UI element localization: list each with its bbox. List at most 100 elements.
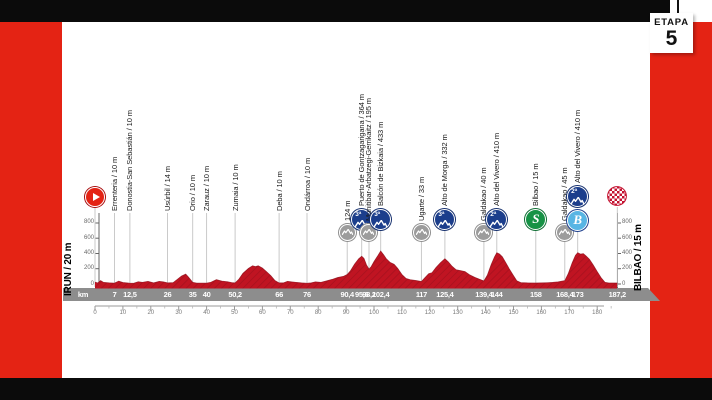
waypoint-label: Balcón de Bizkaia / 433 m bbox=[376, 121, 386, 206]
ruler-tick-label: 100 bbox=[368, 310, 379, 316]
ruler-tick-label: 20 bbox=[147, 310, 155, 316]
finish-location-label: BILBAO / 15 m bbox=[633, 224, 644, 291]
ruler-tick-label: 110 bbox=[397, 310, 407, 316]
elevation-tick-label-left: 0 bbox=[90, 280, 94, 287]
km-band-value: 187,2 bbox=[608, 290, 627, 299]
mountain-zigzag-icon bbox=[363, 229, 375, 235]
waypoint-label: Orio / 10 m bbox=[188, 175, 198, 211]
km-band-value: 139,4 bbox=[475, 290, 493, 299]
km-band-value: 76 bbox=[303, 290, 311, 299]
unclassified-climb-icon bbox=[338, 223, 356, 241]
km-band-unit: km bbox=[77, 290, 89, 299]
elevation-tick-label-left: 800 bbox=[83, 219, 94, 226]
km-band-value: 102,4 bbox=[372, 290, 390, 299]
ruler-tick-label: 170 bbox=[564, 310, 575, 316]
km-band-value: 95,6 bbox=[355, 290, 369, 299]
waypoint-label: Alto del Vivero / 410 m bbox=[573, 109, 583, 183]
elevation-tick-label-right: 400 bbox=[622, 249, 633, 256]
ruler-tick-label: 160 bbox=[536, 310, 547, 316]
mountain-zigzag-icon bbox=[341, 229, 353, 235]
elevation-tick-label-left: 200 bbox=[83, 265, 94, 272]
ruler-tick-label: 90 bbox=[342, 310, 350, 316]
ruler-tick-label: 80 bbox=[314, 310, 322, 316]
climb-category-label: 3ª bbox=[438, 210, 445, 218]
ruler-tick-label: 10 bbox=[119, 310, 127, 316]
waypoint-label: Bilbao / 15 m bbox=[531, 163, 541, 206]
ruler-tick-label: 140 bbox=[480, 310, 491, 316]
waypoint-label: Munitibar-Arbatzegi-Gerrikaitz / 195 m bbox=[364, 98, 374, 221]
ruler-tick-label: 0 bbox=[93, 310, 97, 316]
climb-category-label: 2ª bbox=[571, 187, 578, 195]
right-red-stripe bbox=[650, 22, 712, 378]
km-band-value: 50,2 bbox=[228, 290, 242, 299]
mountain-zigzag-icon bbox=[478, 229, 490, 235]
bonus-seconds-icon: B bbox=[567, 209, 589, 231]
km-band-value: 40 bbox=[202, 290, 211, 299]
elevation-tick-label-right: 600 bbox=[622, 234, 633, 241]
bonus-letter: B bbox=[573, 212, 582, 227]
km-ruler bbox=[94, 305, 612, 311]
elevation-profile-edge bbox=[94, 250, 618, 284]
km-band-value: 173 bbox=[571, 290, 584, 299]
waypoint-label: Zarauz / 10 m bbox=[202, 166, 212, 211]
waypoint-label: Ugarte / 33 m bbox=[416, 176, 426, 221]
mountain-zigzag-icon bbox=[571, 196, 585, 204]
climb-category-label: 2ª bbox=[490, 210, 497, 218]
sprint-icon: S bbox=[525, 208, 547, 230]
elevation-tick-label-right: 800 bbox=[622, 219, 633, 226]
etapa-label: ETAPA bbox=[654, 17, 689, 28]
km-band-value: 12,5 bbox=[123, 290, 137, 299]
km-band bbox=[63, 288, 660, 301]
finish-icon bbox=[607, 186, 628, 206]
ruler-tick-label: 120 bbox=[424, 310, 435, 316]
mountain-zigzag-icon bbox=[490, 219, 504, 227]
start-location-label: IRUN / 20 m bbox=[63, 242, 74, 296]
ruler-tick-label: 60 bbox=[259, 310, 266, 316]
etapa-box-stem bbox=[677, 0, 679, 14]
ruler-tick-label: 30 bbox=[175, 310, 183, 316]
climb-category-label: 3ª bbox=[374, 210, 381, 218]
mountain-zigzag-icon bbox=[438, 219, 452, 227]
km-band-value: 144 bbox=[490, 290, 503, 299]
km-band-value: 26 bbox=[163, 290, 172, 299]
elevation-tick-label-right: 0 bbox=[622, 280, 626, 287]
ruler-tick-label: 70 bbox=[286, 310, 294, 316]
checkered-flag-icon bbox=[607, 186, 628, 206]
ruler-tick-label: 150 bbox=[508, 310, 519, 316]
waypoint-label: Ondárroa / 10 m bbox=[302, 157, 312, 211]
elevation-profile bbox=[95, 251, 618, 289]
mountain-zigzag-icon bbox=[415, 229, 427, 235]
etapa-number: 5 bbox=[665, 27, 678, 50]
elevation-tick-label-right: 200 bbox=[622, 265, 633, 272]
category-climb-icon-cat2: 2ª bbox=[486, 208, 508, 230]
elevation-tick-label-left: 600 bbox=[83, 234, 94, 241]
km-band-value: 125,4 bbox=[436, 290, 454, 299]
sprint-letter: S bbox=[532, 211, 540, 226]
ruler-tick-label: 50 bbox=[231, 310, 238, 316]
waypoint-label: Deba / 10 m bbox=[274, 171, 284, 211]
unclassified-climb-icon bbox=[412, 223, 430, 241]
unclassified-climb-icon bbox=[475, 223, 493, 241]
waypoint-label: Donostia-San Sebastián / 10 m bbox=[125, 110, 135, 211]
mountain-zigzag-icon bbox=[355, 219, 369, 227]
km-band-value: 35 bbox=[188, 290, 197, 299]
climb-category-label: 3ª bbox=[355, 210, 362, 218]
km-band-value: 158 bbox=[530, 290, 542, 299]
mountain-zigzag-icon bbox=[374, 219, 388, 227]
km-band-value: 168,4 bbox=[556, 290, 574, 299]
elevation-tick-label-left: 400 bbox=[83, 249, 94, 256]
km-band-value: 98,2 bbox=[362, 290, 376, 299]
start-icon bbox=[85, 187, 105, 207]
category-climb-icon-cat3: 3ª bbox=[370, 208, 392, 230]
waypoint-label: Zumaia / 10 m bbox=[230, 164, 240, 211]
category-climb-icon-cat3: 3ª bbox=[434, 208, 456, 230]
km-band-value: 90,4 bbox=[340, 290, 355, 299]
ruler-tick-label: 180 bbox=[592, 310, 603, 316]
waypoint-label: Alto del Vivero / 410 m bbox=[492, 132, 502, 206]
category-climb-icon-cat2: 2ª bbox=[567, 185, 589, 207]
waypoint-label: Alto de Morga / 332 m bbox=[440, 134, 450, 206]
top-black-bar bbox=[0, 0, 670, 22]
